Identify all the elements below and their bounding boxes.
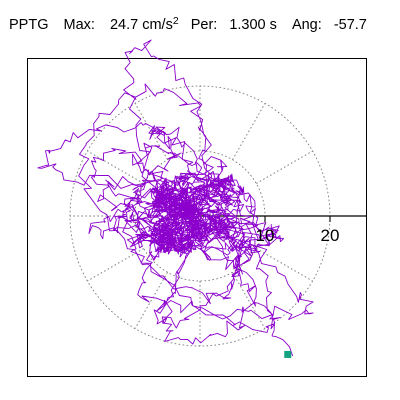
angle-value: -57.7: [333, 17, 367, 33]
grid-spoke-300: [232, 272, 266, 329]
grid-spoke-30: [256, 150, 313, 184]
grid-spoke-60: [232, 103, 266, 160]
max-value: 24.7 cm/s: [109, 17, 173, 33]
max-unit-exponent: 2: [172, 15, 179, 27]
max-label: Max:: [63, 17, 95, 33]
grid-spoke-120: [134, 103, 168, 160]
radial-tick-label-10: 10: [256, 226, 275, 245]
grid-spoke-240: [134, 272, 168, 329]
period-label: Per:: [190, 17, 218, 33]
radial-tick-labels: 10 20: [256, 226, 340, 245]
period-value: 1.300 s: [229, 17, 277, 33]
orbit-markers: [284, 350, 292, 358]
chart-header: PPTG Max: 24.7 cm/s2 Per: 1.300 s Ang: -…: [9, 14, 367, 36]
angle-label: Ang:: [291, 17, 322, 33]
orbit-end-marker: [284, 350, 292, 358]
particle-orbit: [37, 39, 314, 357]
grid-spoke-150: [87, 150, 144, 184]
grid-spoke-210: [87, 248, 144, 282]
grid-spoke-330: [256, 248, 313, 282]
radial-tick-label-20: 20: [321, 226, 340, 245]
station-code: PPTG: [9, 17, 49, 33]
orbit-trace: [37, 39, 314, 357]
radial-axis: [200, 215, 366, 222]
